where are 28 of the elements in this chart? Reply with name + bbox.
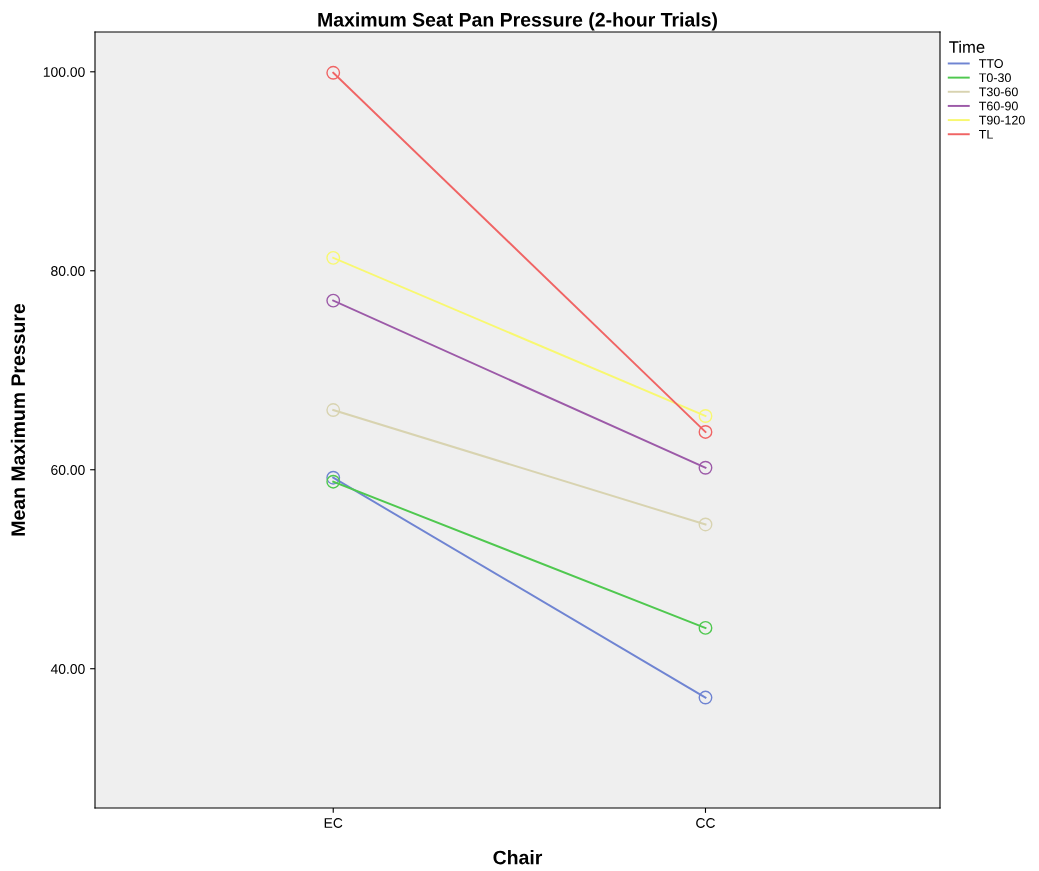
chart-title: Maximum Seat Pan Pressure (2-hour Trials) — [318, 12, 717, 31]
legend-label: T0-30 — [979, 73, 1011, 83]
point — [326, 474, 341, 489]
x-tick-label: CC — [696, 818, 715, 828]
x-axis-title: Chair — [493, 850, 543, 865]
legend-label: TTO — [979, 59, 1003, 68]
y-axis-title: Mean Maximum Pressure — [10, 303, 26, 536]
point — [326, 403, 341, 417]
legend-label: T30-60 — [979, 87, 1018, 97]
point — [326, 65, 341, 80]
legend-label: TL — [979, 130, 993, 139]
point — [698, 424, 713, 439]
point — [698, 690, 713, 705]
y-tick-label: 40.00 — [50, 664, 85, 674]
legend-title: Time — [949, 40, 985, 53]
point — [698, 517, 713, 532]
point — [698, 409, 713, 423]
point — [326, 470, 341, 485]
y-tick-label: 100.00 — [43, 67, 85, 77]
point — [326, 250, 341, 265]
legend-label: T90-120 — [979, 115, 1025, 125]
point — [698, 460, 713, 475]
point — [698, 620, 713, 635]
x-tick-label: EC — [324, 818, 343, 828]
y-tick-label: 80.00 — [51, 266, 85, 276]
legend-label: T60-90 — [979, 101, 1018, 111]
y-tick-label: 60.00 — [51, 465, 85, 475]
point — [326, 293, 341, 308]
